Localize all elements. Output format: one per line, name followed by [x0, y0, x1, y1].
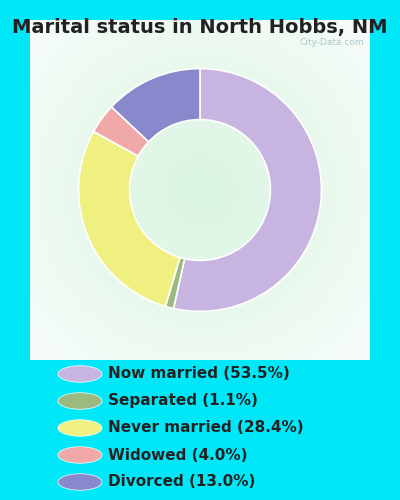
Text: Now married (53.5%): Now married (53.5%): [108, 366, 290, 382]
Text: Marital status in North Hobbs, NM: Marital status in North Hobbs, NM: [12, 18, 388, 36]
Wedge shape: [94, 107, 149, 156]
Text: Never married (28.4%): Never married (28.4%): [108, 420, 304, 436]
Circle shape: [58, 393, 102, 409]
Text: City-Data.com: City-Data.com: [299, 38, 364, 47]
Circle shape: [58, 366, 102, 382]
Circle shape: [58, 474, 102, 490]
Circle shape: [58, 447, 102, 463]
Text: Widowed (4.0%): Widowed (4.0%): [108, 448, 248, 462]
Text: Separated (1.1%): Separated (1.1%): [108, 394, 258, 408]
Text: Divorced (13.0%): Divorced (13.0%): [108, 474, 255, 490]
Wedge shape: [112, 68, 200, 142]
Circle shape: [58, 420, 102, 436]
Wedge shape: [174, 68, 322, 312]
Wedge shape: [165, 258, 185, 308]
Wedge shape: [78, 132, 180, 306]
